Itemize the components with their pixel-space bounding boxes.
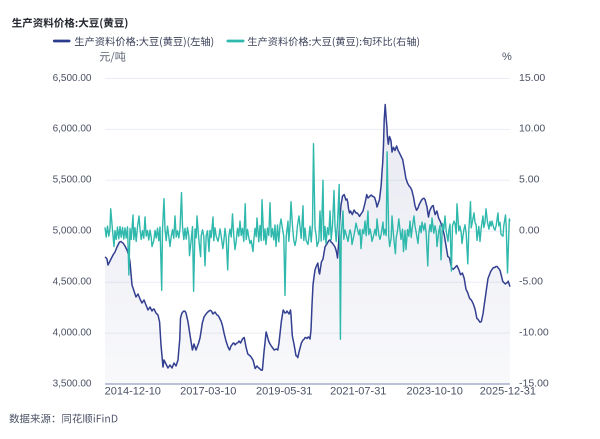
svg-text:2017-03-10: 2017-03-10	[180, 386, 236, 398]
svg-text:-15.00: -15.00	[519, 377, 549, 389]
svg-text:2021-07-31: 2021-07-31	[330, 386, 386, 398]
svg-text:2014-12-10: 2014-12-10	[105, 386, 161, 398]
svg-text:-10.00: -10.00	[519, 326, 549, 338]
svg-text:0.00: 0.00	[519, 225, 540, 237]
svg-text:2019-05-31: 2019-05-31	[256, 386, 312, 398]
svg-text:5.00: 5.00	[519, 174, 540, 186]
svg-text:5,000.00: 5,000.00	[53, 226, 92, 237]
svg-text:2023-10-10: 2023-10-10	[407, 386, 463, 398]
svg-text:-5.00: -5.00	[519, 276, 543, 288]
svg-text:2025-12-31: 2025-12-31	[480, 386, 536, 398]
svg-text:5,500.00: 5,500.00	[53, 175, 92, 186]
svg-text:4,000.00: 4,000.00	[53, 327, 92, 338]
svg-text:10.00: 10.00	[519, 123, 545, 135]
svg-text:%: %	[502, 51, 512, 63]
svg-text:4,500.00: 4,500.00	[53, 277, 92, 288]
svg-text:6,500.00: 6,500.00	[53, 73, 92, 84]
svg-text:15.00: 15.00	[519, 72, 545, 84]
svg-text:6,000.00: 6,000.00	[53, 124, 92, 135]
svg-text:3,500.00: 3,500.00	[53, 378, 92, 389]
